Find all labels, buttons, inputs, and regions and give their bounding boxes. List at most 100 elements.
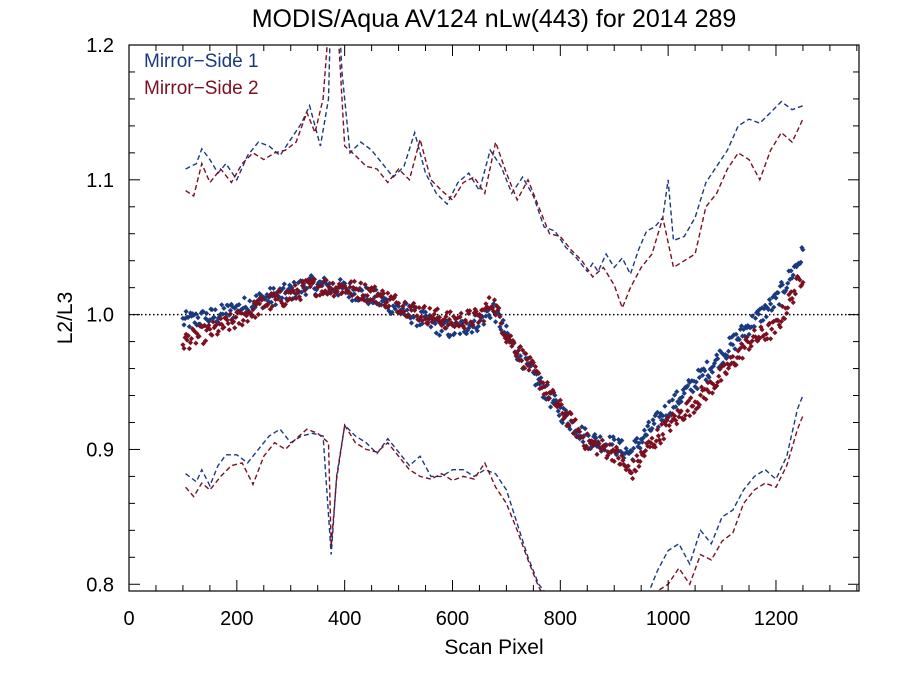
data-point (526, 367, 532, 373)
data-point (584, 431, 590, 437)
data-point (249, 313, 255, 319)
data-point (554, 399, 560, 405)
data-point (406, 313, 412, 319)
data-point (347, 284, 353, 290)
data-point (633, 439, 639, 445)
data-point (691, 410, 697, 416)
data-point (297, 297, 303, 303)
data-point (686, 398, 692, 404)
data-point (265, 301, 271, 307)
data-point (642, 448, 649, 454)
data-point (225, 320, 231, 327)
data-point (649, 425, 655, 432)
data-point (358, 280, 364, 286)
data-point (665, 414, 671, 420)
data-point (206, 322, 212, 328)
data-point (527, 354, 533, 361)
x-tick-label: 1000 (646, 608, 691, 630)
data-point (737, 326, 743, 332)
data-point (467, 308, 473, 314)
data-point (442, 325, 448, 331)
data-point (529, 362, 535, 368)
data-point (721, 362, 727, 368)
data-point (738, 341, 745, 347)
data-point (359, 287, 365, 293)
data-point (211, 314, 217, 320)
data-point (195, 315, 201, 321)
data-point (723, 371, 729, 377)
data-point (717, 366, 723, 372)
data-point (761, 306, 767, 312)
data-point (452, 330, 458, 336)
data-point (422, 309, 429, 315)
data-point (267, 306, 273, 312)
data-point (503, 339, 509, 345)
data-point (337, 276, 343, 283)
data-point (667, 410, 673, 416)
data-point (474, 328, 480, 334)
data-point (290, 287, 296, 293)
data-point (786, 292, 792, 298)
data-point (790, 299, 796, 306)
data-point (636, 440, 642, 446)
data-point (645, 423, 651, 429)
data-point (800, 279, 806, 285)
data-point (283, 296, 289, 302)
data-point (719, 350, 725, 356)
data-point (696, 374, 702, 381)
data-point (639, 452, 645, 458)
data-point (620, 457, 626, 463)
data-point (713, 357, 719, 363)
data-point (771, 318, 777, 324)
data-point (468, 319, 474, 325)
data-point (541, 391, 547, 397)
data-point (444, 319, 450, 325)
data-point (583, 444, 589, 450)
data-point (751, 324, 757, 330)
data-point (360, 292, 366, 299)
data-point (599, 437, 605, 443)
data-point (633, 468, 639, 474)
data-point (419, 321, 425, 327)
data-point (338, 282, 344, 288)
data-point (715, 356, 721, 362)
series-2-points (180, 273, 806, 482)
series-2-upper-envelope (185, 45, 804, 310)
data-point (320, 291, 326, 297)
data-point (273, 296, 279, 302)
data-point (782, 316, 788, 322)
data-point (207, 326, 213, 332)
data-point (596, 441, 602, 447)
data-point (766, 297, 773, 303)
data-point (634, 435, 640, 441)
data-point (536, 376, 542, 382)
data-point (652, 413, 658, 419)
data-point (647, 444, 653, 450)
data-point (606, 450, 612, 456)
tick-layer: 0 200 400 600 800 1000 1200 0.8 0.9 1.0 1.1 1.2 (86, 35, 859, 630)
data-point (784, 310, 790, 316)
data-point (356, 287, 362, 293)
data-point (579, 424, 585, 430)
data-point (477, 314, 484, 320)
data-point (733, 362, 739, 368)
data-point (582, 446, 588, 452)
data-point (646, 439, 652, 445)
y-axis-label: L2/L3 (54, 292, 77, 345)
data-point (346, 289, 352, 295)
data-point (705, 373, 711, 379)
data-point (676, 414, 682, 420)
y-tick-label: 0.9 (86, 439, 114, 461)
data-point (539, 385, 545, 391)
data-point (514, 351, 520, 357)
data-point (570, 430, 576, 436)
data-point (755, 308, 761, 314)
data-point (386, 308, 392, 314)
data-point (472, 306, 478, 312)
data-point (239, 322, 245, 328)
data-point (711, 360, 718, 366)
data-point (592, 438, 598, 444)
x-tick-label: 600 (436, 608, 469, 630)
data-point (651, 421, 657, 427)
data-point (493, 312, 499, 318)
